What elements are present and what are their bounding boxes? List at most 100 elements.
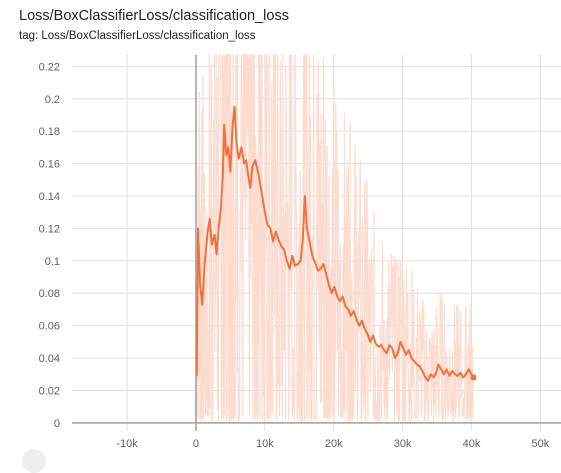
data-point[interactable]: [379, 343, 383, 347]
data-point[interactable]: [360, 319, 364, 323]
data-point[interactable]: [321, 262, 325, 266]
data-point[interactable]: [363, 327, 367, 331]
data-point[interactable]: [256, 170, 260, 174]
data-point[interactable]: [237, 157, 241, 161]
data-point[interactable]: [310, 254, 314, 258]
data-point[interactable]: [195, 374, 199, 378]
data-point[interactable]: [368, 340, 372, 344]
data-point[interactable]: [439, 367, 443, 371]
data-point[interactable]: [313, 260, 317, 264]
data-point[interactable]: [467, 367, 471, 371]
data-point[interactable]: [217, 226, 221, 230]
data-point[interactable]: [423, 376, 427, 380]
data-point[interactable]: [442, 372, 446, 376]
data-point[interactable]: [268, 226, 272, 230]
data-point[interactable]: [346, 307, 350, 311]
data-point[interactable]: [198, 283, 202, 287]
data-point[interactable]: [396, 351, 400, 355]
data-point[interactable]: [261, 197, 265, 201]
data-point[interactable]: [200, 303, 204, 307]
data-point[interactable]: [349, 314, 353, 318]
data-point[interactable]: [421, 369, 425, 373]
data-point[interactable]: [404, 353, 408, 357]
data-point[interactable]: [461, 376, 465, 380]
data-point[interactable]: [401, 346, 405, 350]
data-point[interactable]: [222, 123, 226, 127]
data-point[interactable]: [213, 233, 217, 237]
data-point[interactable]: [271, 239, 275, 243]
data-point[interactable]: [412, 359, 416, 363]
data-point[interactable]: [303, 194, 307, 198]
data-point[interactable]: [305, 226, 309, 230]
data-point[interactable]: [343, 304, 347, 308]
smoothed-series-line[interactable]: [195, 105, 475, 382]
data-point[interactable]: [246, 175, 250, 179]
data-point[interactable]: [434, 371, 438, 375]
data-point[interactable]: [319, 267, 323, 271]
data-point[interactable]: [382, 348, 386, 352]
data-point[interactable]: [352, 309, 356, 313]
data-point[interactable]: [385, 351, 389, 355]
data-point[interactable]: [332, 285, 336, 289]
data-point[interactable]: [231, 124, 235, 128]
data-point[interactable]: [210, 243, 214, 247]
data-point[interactable]: [235, 142, 239, 146]
data-point[interactable]: [366, 332, 370, 336]
data-point[interactable]: [341, 295, 345, 299]
data-point[interactable]: [458, 371, 462, 375]
data-point[interactable]: [196, 226, 200, 230]
data-point[interactable]: [228, 170, 232, 174]
data-point[interactable]: [324, 272, 328, 276]
data-point[interactable]: [464, 372, 468, 376]
data-point[interactable]: [282, 248, 286, 252]
data-point[interactable]: [226, 145, 230, 149]
data-point[interactable]: [221, 175, 225, 179]
data-point[interactable]: [445, 367, 449, 371]
data-point[interactable]: [390, 346, 394, 350]
data-point[interactable]: [447, 374, 451, 378]
data-point[interactable]: [274, 230, 278, 234]
data-point[interactable]: [224, 154, 228, 158]
data-point[interactable]: [233, 105, 237, 109]
data-point[interactable]: [239, 145, 243, 149]
data-point[interactable]: [203, 259, 207, 263]
data-point[interactable]: [219, 207, 223, 211]
data-point[interactable]: [335, 295, 339, 299]
data-point[interactable]: [436, 363, 440, 367]
data-point[interactable]: [450, 369, 454, 373]
data-point[interactable]: [266, 223, 270, 227]
data-point[interactable]: [407, 348, 411, 352]
data-point[interactable]: [388, 343, 392, 347]
data-point[interactable]: [330, 291, 334, 295]
data-point[interactable]: [263, 210, 267, 214]
data-point[interactable]: [296, 262, 300, 266]
data-point[interactable]: [299, 259, 303, 263]
data-point[interactable]: [290, 254, 294, 258]
data-point[interactable]: [399, 340, 403, 344]
data-point[interactable]: [244, 158, 248, 162]
data-point[interactable]: [426, 379, 430, 383]
data-point[interactable]: [429, 372, 433, 376]
data-point[interactable]: [456, 374, 460, 378]
data-point[interactable]: [338, 299, 342, 303]
data-point[interactable]: [279, 244, 283, 248]
data-point[interactable]: [277, 238, 281, 242]
line-chart[interactable]: -10k 0 10k 20k 30k 40k 50k 0 0.02 0.04 0.06 0.08 0.…: [0, 0, 561, 456]
data-point[interactable]: [418, 364, 422, 368]
data-point[interactable]: [374, 342, 378, 346]
data-point[interactable]: [288, 267, 292, 271]
data-point[interactable]: [285, 259, 289, 263]
data-point[interactable]: [208, 217, 212, 221]
data-point[interactable]: [410, 356, 414, 360]
data-point[interactable]: [371, 333, 375, 337]
data-point[interactable]: [206, 230, 210, 234]
data-point[interactable]: [253, 158, 257, 162]
data-point[interactable]: [301, 238, 305, 242]
data-point[interactable]: [357, 324, 361, 328]
data-point[interactable]: [248, 186, 252, 190]
data-point[interactable]: [393, 356, 397, 360]
data-point[interactable]: [308, 239, 312, 243]
data-point[interactable]: [258, 181, 262, 185]
data-point[interactable]: [327, 283, 331, 287]
data-point[interactable]: [250, 165, 254, 169]
